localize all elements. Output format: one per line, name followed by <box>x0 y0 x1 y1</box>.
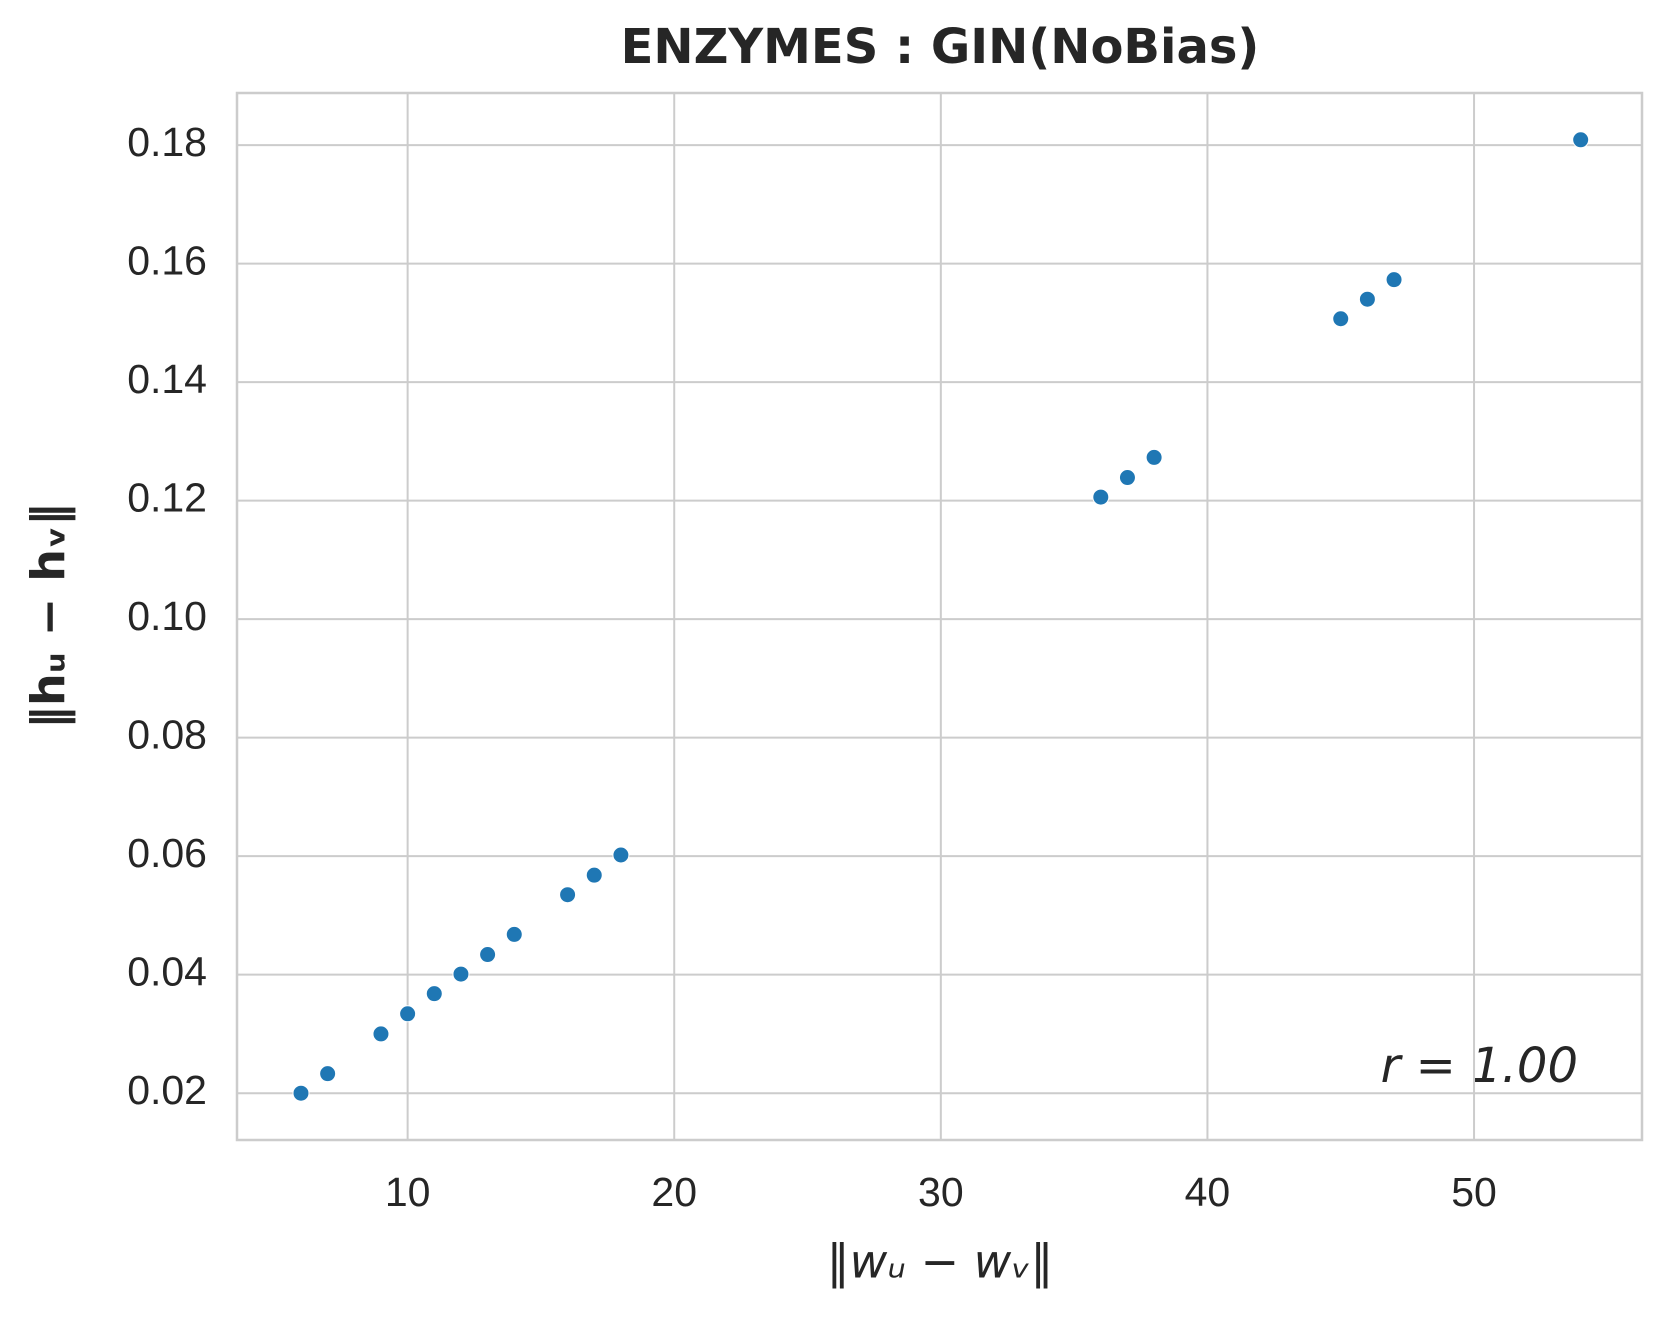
y-tick-label: 0.12 <box>127 474 207 520</box>
point <box>612 846 630 864</box>
x-tick-label: 40 <box>1185 1169 1231 1215</box>
x-tick-label: 50 <box>1451 1169 1497 1215</box>
point <box>425 985 443 1003</box>
y-tick-label: 0.02 <box>127 1067 207 1113</box>
point <box>585 866 603 884</box>
y-tick-label: 0.08 <box>127 712 207 758</box>
point <box>505 925 523 943</box>
y-tick-label: 0.06 <box>127 830 207 876</box>
point <box>1118 469 1136 487</box>
y-tick-label: 0.04 <box>127 949 207 995</box>
point <box>1092 488 1110 506</box>
annotation: r = 1.00 <box>1381 1038 1578 1094</box>
x-tick-label: 30 <box>918 1169 964 1215</box>
point <box>399 1005 417 1023</box>
point <box>292 1084 310 1102</box>
plot-frame <box>235 91 1644 1142</box>
point <box>372 1025 390 1043</box>
y-axis-label: ‖hᵤ − hᵥ‖ <box>22 503 77 729</box>
point <box>452 965 470 983</box>
point <box>1385 271 1403 289</box>
x-tick-label: 20 <box>651 1169 697 1215</box>
point <box>479 946 497 964</box>
point <box>319 1065 337 1083</box>
y-tick-label: 0.16 <box>127 237 207 283</box>
y-tick-label: 0.18 <box>127 119 207 165</box>
chart-title: ENZYMES : GIN(NoBias) <box>621 19 1260 75</box>
x-tick-label: 10 <box>385 1169 431 1215</box>
point <box>559 886 577 904</box>
y-tick-label: 0.10 <box>127 593 207 639</box>
x-axis-label: ‖wᵤ − wᵥ‖ <box>827 1235 1054 1290</box>
point <box>1145 448 1163 466</box>
point <box>1332 310 1350 328</box>
point <box>1572 131 1590 149</box>
point <box>1358 290 1376 308</box>
y-tick-label: 0.14 <box>127 356 207 402</box>
